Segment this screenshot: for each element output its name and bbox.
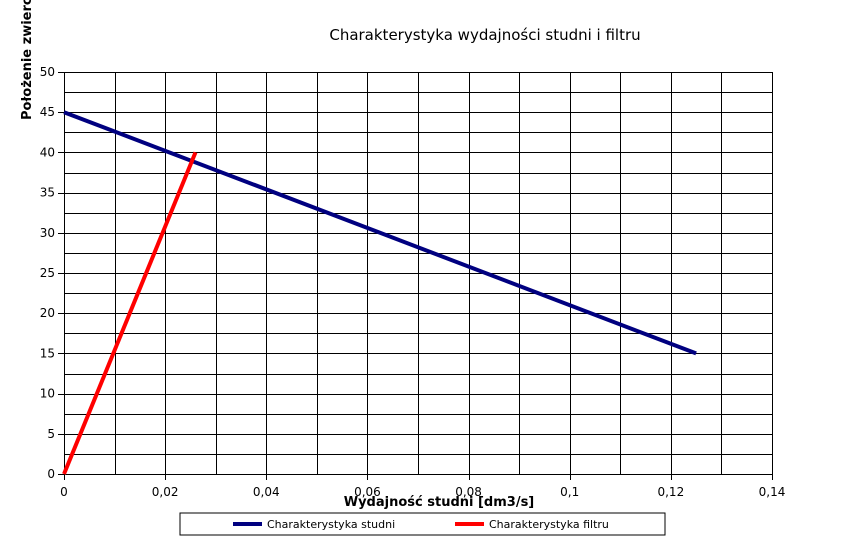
x-tick-label: 0	[60, 485, 68, 499]
x-tick-label: 0,14	[759, 485, 786, 499]
x-tick-label: 0,06	[354, 485, 381, 499]
y-axis-label: Położenie zwierc	[20, 0, 35, 120]
y-tick-label: 30	[40, 226, 55, 240]
y-tick-label: 0	[47, 467, 55, 481]
series-line-studni	[63, 110, 697, 356]
y-tick-label: 35	[40, 186, 55, 200]
y-tick-label: 40	[40, 145, 55, 159]
x-tick-label: 0,1	[560, 485, 579, 499]
y-tick-label: 25	[40, 266, 55, 280]
y-tick-label: 20	[40, 306, 55, 320]
grid	[58, 72, 773, 480]
legend: Charakterystyka studni Charakterystyka f…	[179, 512, 666, 536]
x-tick-label: 0,04	[253, 485, 280, 499]
x-tick-label: 0,08	[455, 485, 482, 499]
y-tick-label: 15	[40, 346, 55, 360]
legend-box	[179, 512, 666, 536]
tick-labels: 0 0,02 0,04 0,06 0,08 0,1 0,12 0,14 0 5 10 15 20 25 30…	[40, 65, 786, 499]
series-lines	[62, 110, 697, 475]
y-tick-label: 45	[40, 105, 55, 119]
y-tick-label: 10	[40, 387, 55, 401]
x-axis-label: Wydajność studni [dm3/s]	[344, 495, 535, 510]
legend-label-studni: Charakterystyka studni	[267, 518, 395, 531]
x-tick-label: 0,12	[657, 485, 684, 499]
y-tick-label: 50	[40, 65, 55, 79]
chart-title: Charakterystyka wydajności studni i filt…	[329, 26, 640, 44]
x-tick-label: 0,02	[152, 485, 179, 499]
legend-label-filtru: Charakterystyka filtru	[489, 518, 609, 531]
y-tick-label: 5	[47, 427, 55, 441]
series-line-filtru	[62, 151, 198, 475]
